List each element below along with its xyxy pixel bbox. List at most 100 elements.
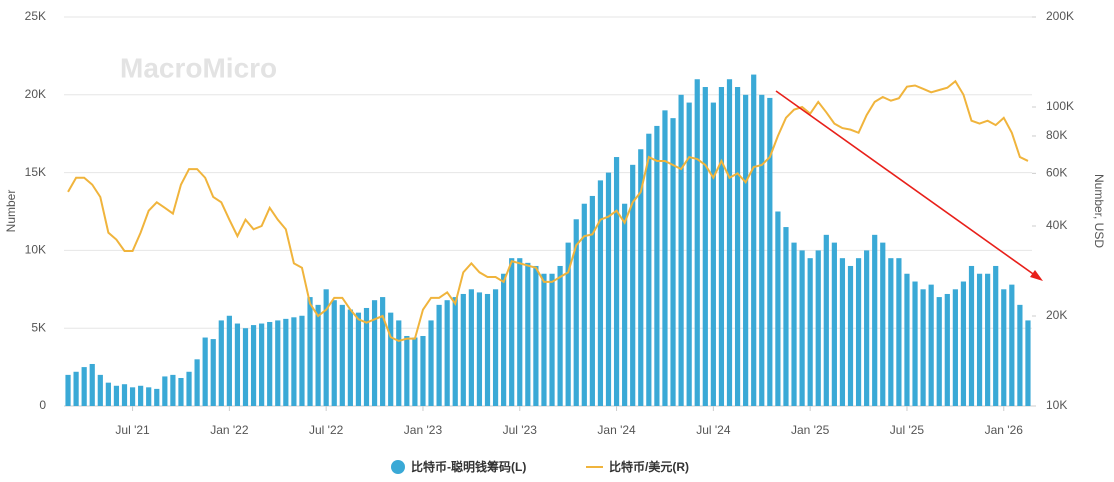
bar — [178, 377, 184, 406]
bar — [492, 289, 499, 406]
bar — [904, 273, 910, 406]
x-tick-label: Jul '21 — [115, 423, 150, 437]
bar — [242, 328, 249, 406]
bar — [121, 384, 128, 406]
y-tick-label: 25K — [25, 9, 46, 23]
bar — [880, 242, 886, 406]
bar — [89, 363, 95, 406]
bar — [985, 273, 991, 406]
bar — [581, 203, 587, 406]
bar — [726, 79, 733, 407]
bar — [509, 258, 515, 406]
bar — [686, 102, 692, 406]
bar — [259, 323, 265, 406]
bar — [226, 315, 232, 406]
bar — [993, 265, 999, 406]
bar — [525, 262, 531, 406]
bar — [896, 258, 902, 406]
bar — [1001, 289, 1007, 406]
y2-tick-label: 10K — [1046, 398, 1067, 412]
bar — [81, 367, 87, 406]
bar — [404, 335, 410, 406]
bar — [420, 335, 426, 406]
bar — [855, 258, 862, 406]
x-tick-label: Jan '24 — [597, 423, 636, 437]
bar — [444, 300, 450, 406]
y2-tick-label: 20K — [1046, 308, 1067, 322]
watermark: MacroMicro — [120, 52, 277, 83]
y2-tick-label: 200K — [1046, 9, 1074, 23]
bar — [250, 325, 257, 406]
bar — [331, 300, 337, 406]
bar — [501, 273, 507, 406]
bar — [589, 195, 595, 406]
bar — [872, 234, 878, 406]
bar — [452, 297, 458, 406]
bar — [146, 387, 152, 406]
bar — [815, 250, 821, 406]
bar — [565, 242, 571, 406]
bar — [864, 250, 870, 406]
bar — [944, 293, 950, 406]
x-tick-label: Jul '23 — [503, 423, 538, 437]
bar — [194, 359, 200, 406]
legend-label[interactable]: 比特币/美元(R) — [609, 459, 689, 474]
bar — [355, 312, 362, 406]
y2-tick-label: 60K — [1046, 166, 1067, 180]
bar — [823, 234, 829, 406]
bar — [751, 74, 757, 407]
bar — [670, 118, 676, 406]
bar — [831, 242, 837, 406]
bar — [791, 242, 797, 406]
bar — [912, 281, 918, 406]
x-tick-label: Jul '24 — [696, 423, 731, 437]
bar — [718, 87, 725, 407]
bar — [202, 337, 208, 406]
bar — [371, 300, 378, 406]
bar — [210, 339, 216, 406]
bar — [694, 79, 700, 407]
x-tick-label: Jan '23 — [404, 423, 443, 437]
bar — [428, 320, 434, 406]
x-tick-label: Jul '25 — [890, 423, 925, 437]
bar — [605, 172, 612, 406]
bar — [468, 289, 474, 406]
bar — [460, 293, 466, 406]
bar — [73, 371, 79, 406]
bar — [928, 284, 934, 406]
bar — [734, 87, 741, 407]
y-axis-title: Number — [4, 190, 18, 233]
bar — [767, 97, 773, 407]
bar — [622, 203, 628, 406]
bar — [105, 382, 111, 406]
bar — [97, 374, 103, 406]
bar — [339, 304, 345, 406]
bar — [363, 307, 370, 406]
bar — [283, 318, 289, 406]
bar — [388, 312, 394, 406]
bar — [936, 297, 942, 406]
y-tick-label: 10K — [25, 243, 46, 257]
bar — [291, 317, 297, 406]
bar — [436, 304, 442, 406]
bar — [654, 125, 660, 407]
bar — [267, 321, 273, 406]
bar — [549, 273, 555, 406]
bar — [412, 337, 418, 406]
x-tick-label: Jan '26 — [985, 423, 1024, 437]
bar — [162, 376, 168, 406]
bar — [646, 133, 652, 406]
y-tick-label: 0 — [39, 398, 46, 412]
bar — [702, 87, 708, 407]
bar — [952, 289, 958, 406]
bar — [1017, 304, 1023, 406]
bar — [476, 292, 483, 406]
legend-label[interactable]: 比特币-聪明钱筹码(L) — [411, 459, 526, 474]
bar — [839, 258, 846, 406]
bar — [743, 94, 749, 407]
bar — [638, 149, 644, 406]
y2-axis-title: Number, USD — [1092, 174, 1106, 248]
bar — [1025, 320, 1031, 406]
bar — [517, 258, 523, 406]
